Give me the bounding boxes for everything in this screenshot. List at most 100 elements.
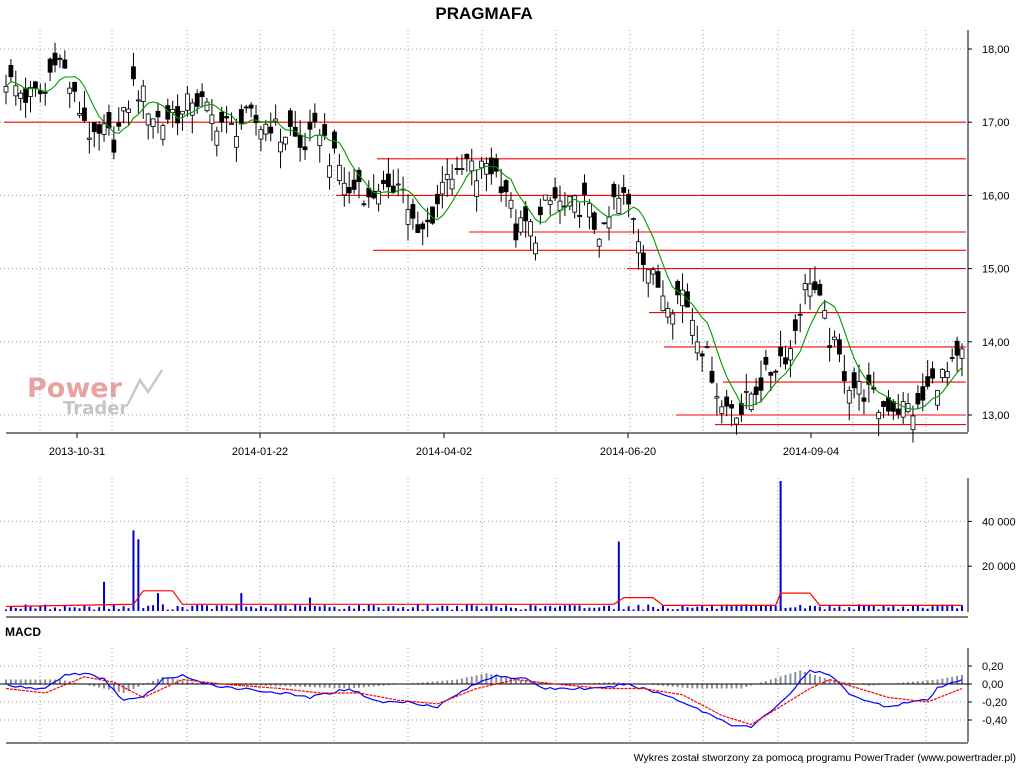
- macd-histogram-bar: [269, 684, 272, 686]
- price-candle: [645, 269, 651, 284]
- macd-histogram-bar: [735, 684, 738, 689]
- volume-bar: [446, 605, 449, 611]
- macd-histogram-bar: [823, 678, 826, 684]
- macd-histogram-bar: [902, 682, 905, 684]
- price-candle: [523, 206, 529, 222]
- volume-bar: [156, 593, 159, 611]
- volume-bar: [284, 605, 287, 611]
- price-candle: [606, 216, 612, 229]
- macd-histogram-bar: [750, 684, 753, 686]
- price-candle: [488, 157, 494, 175]
- volume-bar: [490, 604, 493, 611]
- macd-histogram-bar: [794, 672, 797, 684]
- price-candle: [155, 110, 161, 118]
- volume-panel: 20 000 40 000: [0, 478, 1016, 618]
- volume-bar: [887, 607, 890, 611]
- volume-bar: [230, 608, 233, 611]
- price-candle: [621, 187, 627, 193]
- volume-bar: [132, 530, 135, 611]
- macd-histogram-bar: [764, 681, 767, 684]
- price-candle: [626, 193, 632, 205]
- price-candle: [587, 202, 592, 218]
- macd-histogram-bar: [426, 681, 429, 684]
- macd-histogram-bar: [661, 684, 664, 686]
- macd-histogram-bar: [333, 684, 336, 688]
- volume-bar: [299, 605, 302, 611]
- price-panel: 13,00 14,00 15,00 16,00 17,00 18,00 2013-10-31…: [0, 30, 1010, 458]
- price-candle: [655, 271, 661, 288]
- volume-bar: [588, 607, 591, 611]
- price-candle: [474, 180, 480, 197]
- macd-histogram-bar: [622, 682, 625, 684]
- volume-bar: [558, 605, 561, 611]
- volume-y-tick-label: 20 000: [982, 561, 1016, 573]
- volume-bar: [882, 605, 885, 611]
- macd-histogram-bar: [122, 684, 125, 693]
- macd-histogram-bar: [745, 684, 748, 687]
- macd-histogram-bar: [49, 679, 52, 684]
- macd-histogram-bar: [500, 676, 503, 684]
- macd-histogram-bar: [843, 681, 846, 684]
- macd-histogram-bar: [88, 684, 91, 686]
- price-candle: [18, 92, 24, 99]
- macd-histogram-bar: [39, 679, 42, 684]
- macd-histogram-bar: [152, 680, 155, 684]
- price-candle: [508, 199, 514, 209]
- macd-histogram-bar: [323, 684, 326, 688]
- volume-bar: [549, 605, 552, 611]
- price-candle: [650, 269, 656, 275]
- price-candle: [91, 122, 97, 133]
- volume-bar: [568, 604, 571, 611]
- price-candle: [719, 406, 725, 414]
- volume-bar: [706, 608, 709, 611]
- macd-histogram-bar: [539, 682, 542, 684]
- price-candle: [714, 396, 720, 399]
- price-candle: [533, 242, 538, 255]
- volume-bar: [750, 605, 753, 611]
- volume-bar: [740, 604, 743, 611]
- volume-bar: [769, 604, 772, 611]
- macd-histogram-bar: [357, 684, 360, 688]
- volume-bar: [907, 609, 910, 611]
- volume-bar: [637, 604, 640, 611]
- price-candle: [773, 370, 779, 373]
- volume-bar: [735, 604, 738, 611]
- price-candle: [841, 371, 847, 382]
- volume-bar: [799, 604, 802, 611]
- volume-bar: [701, 605, 704, 611]
- signal-line: [5, 676, 963, 726]
- macd-histogram-bar: [818, 676, 821, 684]
- volume-bar: [867, 605, 870, 611]
- macd-histogram-bar: [779, 676, 782, 684]
- price-candle: [763, 356, 769, 365]
- price-candle: [797, 313, 803, 316]
- price-candle: [729, 404, 734, 409]
- macd-histogram-bar: [701, 684, 704, 689]
- volume-bar: [951, 604, 954, 611]
- volume-average-line: [5, 590, 962, 608]
- volume-bar: [107, 608, 110, 611]
- macd-histogram-bar: [382, 684, 385, 686]
- price-candle: [758, 377, 764, 391]
- macd-histogram-bar: [343, 684, 346, 689]
- price-candle: [180, 110, 185, 115]
- macd-histogram-bar: [524, 680, 527, 684]
- macd-histogram-bar: [436, 681, 439, 684]
- volume-bar: [328, 607, 331, 611]
- volume-bar: [676, 608, 679, 611]
- price-candle: [214, 130, 220, 146]
- volume-bar: [264, 607, 267, 611]
- price-candle: [194, 93, 200, 107]
- price-candle: [469, 160, 475, 172]
- volume-bar: [505, 605, 508, 611]
- volume-bar: [671, 609, 674, 611]
- watermark-line1: Power: [27, 373, 123, 404]
- macd-histogram-bar: [313, 684, 316, 688]
- volume-y-tick-label: 40 000: [982, 516, 1016, 528]
- macd-histogram-bar: [916, 681, 919, 684]
- price-candle: [743, 390, 749, 393]
- macd-histogram-bar: [166, 677, 169, 684]
- macd-histogram-bar: [5, 679, 7, 684]
- volume-bar: [191, 605, 194, 611]
- volume-bar: [823, 609, 826, 611]
